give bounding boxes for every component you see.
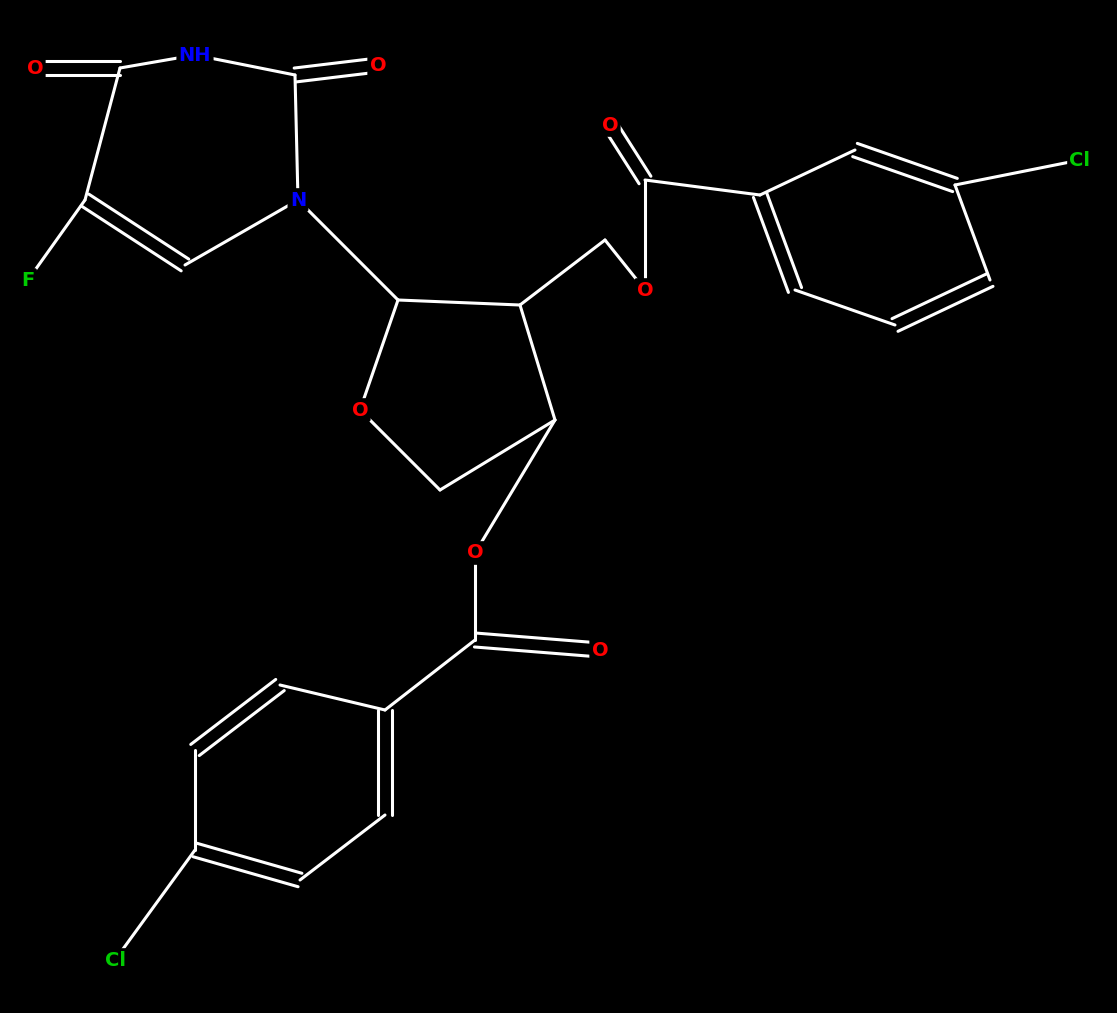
Text: O: O xyxy=(467,544,484,562)
Text: N: N xyxy=(290,190,306,210)
Text: Cl: Cl xyxy=(1069,151,1090,169)
Text: O: O xyxy=(637,281,653,300)
Text: O: O xyxy=(352,400,369,419)
Text: O: O xyxy=(592,640,609,659)
Text: F: F xyxy=(21,270,35,290)
Text: NH: NH xyxy=(179,46,211,65)
Text: O: O xyxy=(370,56,386,75)
Text: O: O xyxy=(602,115,619,135)
Text: O: O xyxy=(27,59,44,78)
Text: Cl: Cl xyxy=(105,950,125,969)
